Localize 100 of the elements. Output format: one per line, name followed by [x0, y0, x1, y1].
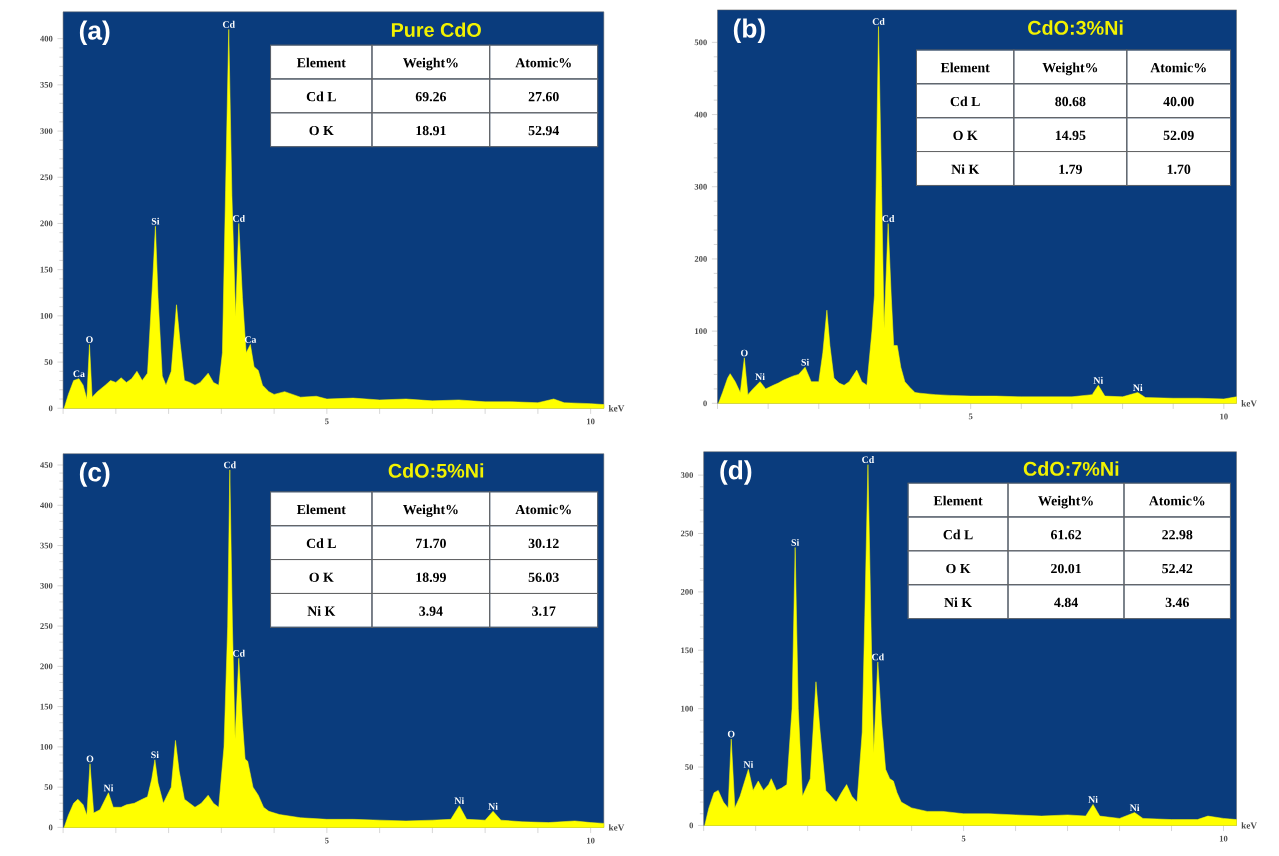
x-tick-label: 10: [587, 837, 595, 844]
annotation: O K: [309, 572, 334, 582]
annotation: Ni K: [951, 164, 980, 174]
annotation: 30.12: [528, 538, 559, 549]
annotation: 3.46: [1165, 597, 1189, 608]
annotation: 18.91: [416, 125, 446, 136]
y-tick-label: 100: [40, 743, 53, 750]
annotation: 1.70: [1167, 164, 1191, 174]
annotation: Si: [151, 217, 160, 225]
annotation: Element: [933, 495, 983, 506]
annotation: Si: [791, 538, 800, 546]
y-tick-label: 0: [48, 405, 53, 412]
annotation: O: [740, 349, 748, 357]
annotation: 3.17: [532, 606, 556, 616]
annotation: 1.79: [1059, 164, 1082, 174]
annotation: 52.94: [528, 125, 560, 136]
annotation: Cd L: [306, 91, 336, 102]
annotation: Cd: [882, 214, 895, 222]
annotation: Weight%: [1042, 62, 1098, 76]
y-tick-label: 50: [44, 359, 53, 365]
x-axis-title: keV: [1241, 822, 1257, 829]
annotation: Weight%: [403, 57, 458, 71]
annotation: Cd: [862, 456, 875, 463]
annotation: 40.00: [1163, 96, 1194, 107]
annotation: Si: [801, 358, 810, 366]
x-tick-label: 10: [587, 418, 595, 425]
annotation: 80.68: [1055, 96, 1086, 107]
annotation: Weight%: [1038, 495, 1093, 509]
annotation: Ca: [244, 336, 257, 343]
y-tick-label: 150: [681, 647, 694, 654]
annotation: Cd: [223, 461, 236, 469]
chart-title: CdO:7%Ni: [1023, 461, 1119, 476]
annotation: (d): [720, 460, 752, 485]
annotation: 52.42: [1162, 563, 1193, 574]
annotation: Element: [296, 57, 346, 68]
annotation: Weight%: [403, 504, 458, 518]
y-tick-label: 100: [40, 312, 53, 319]
x-tick-label: 10: [1219, 835, 1228, 842]
y-tick-label: 250: [40, 174, 53, 181]
annotation: Ni K: [944, 597, 972, 607]
y-tick-label: 400: [40, 35, 53, 42]
x-axis-title: keV: [1241, 400, 1257, 407]
y-tick-label: 100: [695, 328, 707, 334]
x-axis-title: keV: [608, 824, 625, 831]
y-tick-label: 150: [40, 266, 53, 273]
annotation: O K: [946, 563, 971, 574]
annotation: Cd: [232, 649, 245, 657]
annotation: Atomic%: [515, 57, 571, 68]
annotation: 18.99: [416, 572, 446, 582]
y-tick-label: 200: [680, 588, 694, 595]
y-tick-label: 100: [681, 705, 694, 712]
y-tick-label: 450: [40, 462, 53, 468]
y-tick-label: 300: [680, 472, 694, 478]
annotation: Ni: [454, 797, 465, 805]
annotation: O K: [309, 125, 334, 136]
annotation: Cd: [232, 214, 245, 222]
annotation: Atomic%: [1148, 495, 1205, 506]
x-tick-label: 5: [325, 837, 329, 844]
annotation: Cd L: [306, 538, 336, 549]
annotation: 4.84: [1054, 597, 1078, 608]
annotation: Ni: [1129, 804, 1140, 811]
y-tick-label: 500: [694, 39, 707, 46]
y-tick-label: 150: [40, 703, 53, 710]
annotation: Cd L: [950, 96, 980, 107]
chart-title: CdO:5%Ni: [388, 463, 484, 478]
annotation: Ni K: [307, 606, 336, 616]
annotation: Ni: [1088, 795, 1098, 803]
annotation: 56.03: [528, 572, 559, 582]
annotation: 69.26: [415, 91, 447, 102]
y-tick-label: 0: [48, 824, 53, 831]
y-tick-label: 50: [44, 784, 53, 790]
y-tick-label: 400: [694, 111, 707, 118]
chart-title: CdO:3%Ni: [1028, 20, 1123, 35]
annotation: Atomic%: [1150, 62, 1206, 73]
y-tick-label: 250: [680, 530, 694, 537]
x-tick-label: 5: [961, 835, 966, 842]
x-tick-label: 10: [1220, 413, 1228, 420]
annotation: O: [86, 755, 94, 763]
annotation: Ni: [488, 802, 498, 810]
annotation: Cd L: [943, 529, 973, 540]
x-axis-title: keV: [608, 404, 625, 412]
x-tick-label: 5: [325, 418, 329, 425]
annotation: 3.94: [419, 606, 443, 616]
y-tick-label: 400: [40, 502, 53, 509]
annotation: O K: [953, 130, 978, 141]
y-tick-label: 200: [694, 256, 707, 262]
annotation: Cd: [871, 653, 885, 661]
annotation: 71.70: [416, 538, 446, 549]
annotation: O: [86, 336, 93, 343]
annotation: 61.62: [1050, 530, 1082, 540]
x-tick-label: 5: [968, 413, 973, 420]
annotation: (c): [79, 462, 110, 487]
annotation: Cd: [872, 17, 885, 25]
y-tick-label: 200: [40, 220, 53, 227]
annotation: O: [727, 730, 735, 738]
annotation: Element: [940, 62, 990, 73]
y-tick-label: 0: [703, 400, 707, 407]
annotation: 20.01: [1051, 563, 1081, 574]
y-tick-label: 50: [685, 764, 694, 770]
y-tick-label: 300: [694, 183, 707, 190]
